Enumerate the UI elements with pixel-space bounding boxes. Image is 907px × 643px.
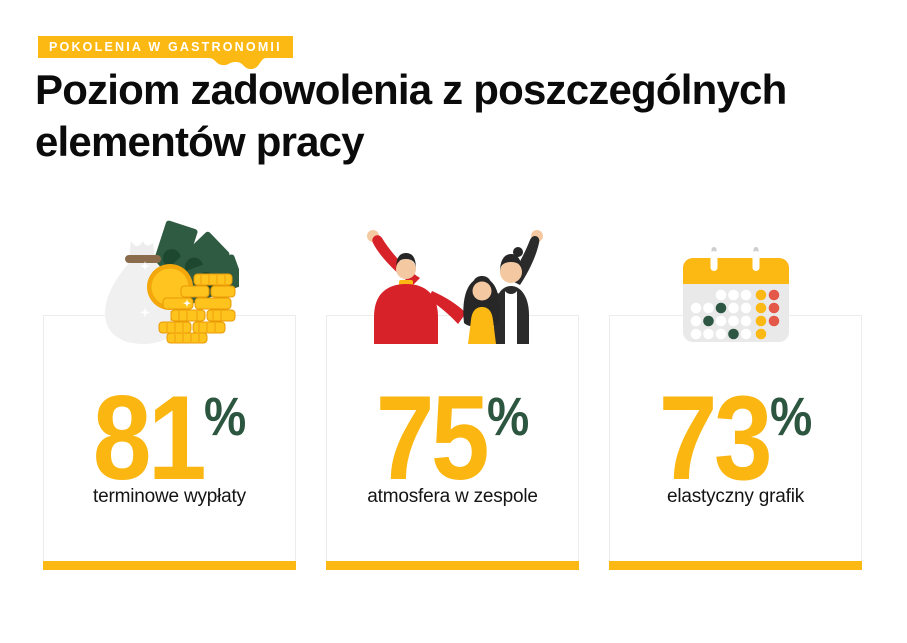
stat-number: 75 bbox=[375, 371, 490, 505]
title-line-2: elementów pracy bbox=[35, 118, 365, 165]
team-people-icon bbox=[327, 219, 578, 344]
title-line-1: Poziom zadowolenia z poszczególnych bbox=[35, 66, 787, 113]
stat-card-elastyczny-grafik: 73% elastyczny grafik bbox=[609, 247, 862, 570]
stats-row: 81% terminowe wypłaty bbox=[43, 220, 862, 570]
stat-value: 75% bbox=[342, 378, 563, 498]
stat-unit: % bbox=[204, 387, 247, 447]
stat-unit: % bbox=[770, 387, 813, 447]
stat-number: 73 bbox=[658, 371, 773, 505]
stat-label: terminowe wypłaty bbox=[93, 486, 246, 507]
stat-value: 81% bbox=[59, 378, 280, 498]
category-badge: POKOLENIA W GASTRONOMII bbox=[38, 36, 293, 58]
stat-card-terminowe-wyplaty: 81% terminowe wypłaty bbox=[43, 220, 296, 570]
page-title: Poziom zadowolenia z poszczególnych eleme… bbox=[35, 64, 787, 168]
money-bag-coins-icon bbox=[44, 219, 295, 344]
stat-number: 81 bbox=[92, 371, 207, 505]
stat-card-atmosfera-w-zespole: 75% atmosfera w zespole bbox=[326, 230, 579, 570]
card-accent-bar bbox=[43, 561, 296, 570]
stat-label: atmosfera w zespole bbox=[367, 486, 538, 507]
team-people-illustration bbox=[366, 230, 543, 344]
badge-drip-shape bbox=[200, 57, 266, 69]
stat-value: 73% bbox=[625, 378, 846, 498]
calendar-icon bbox=[610, 219, 861, 344]
card-accent-bar bbox=[609, 561, 862, 570]
calendar-illustration bbox=[682, 247, 789, 342]
card-accent-bar bbox=[326, 561, 579, 570]
money-bag-coins-illustration bbox=[104, 220, 239, 344]
stat-label: elastyczny grafik bbox=[666, 486, 805, 507]
stat-unit: % bbox=[487, 387, 530, 447]
